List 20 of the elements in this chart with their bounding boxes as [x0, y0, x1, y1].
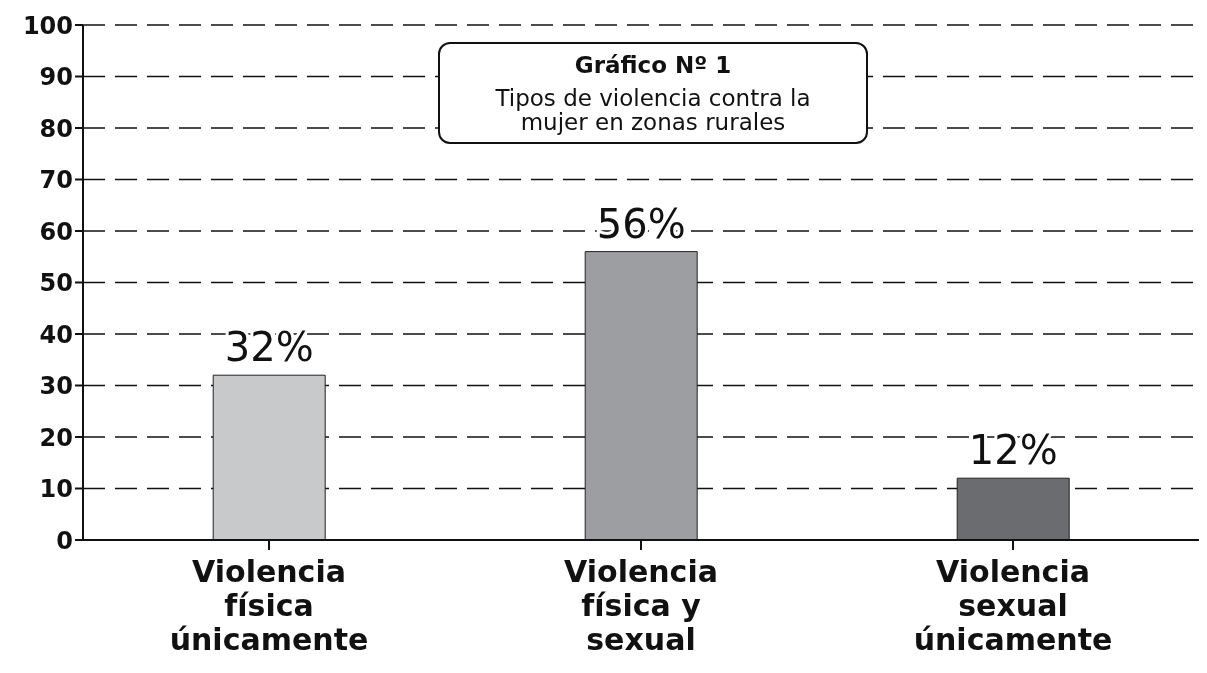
- title-box: Gráfico Nº 1 Tipos de violencia contra la mujer en zonas rurales: [438, 42, 868, 144]
- y-tick-label: 20: [39, 423, 73, 452]
- x-tick-label: Violencia física y sexual: [564, 554, 718, 657]
- y-tick-label: 90: [39, 63, 73, 92]
- y-tick-label: 10: [39, 475, 73, 504]
- y-tick-label: 100: [22, 11, 73, 40]
- x-tick-label: Violencia sexual únicamente: [913, 554, 1113, 657]
- y-tick-label: 70: [39, 166, 73, 195]
- y-tick-label: 50: [39, 269, 73, 298]
- x-tick-label: Violencia física únicamente: [169, 554, 369, 657]
- y-tick-label: 40: [39, 320, 73, 349]
- y-tick-label: 30: [39, 372, 73, 401]
- y-tick-label: 80: [39, 114, 73, 143]
- data-label: 12%: [968, 427, 1058, 474]
- bar: [584, 251, 698, 540]
- y-tick-label: 0: [56, 526, 73, 555]
- bar: [956, 477, 1070, 540]
- bar: [212, 374, 326, 540]
- y-tick-label: 60: [39, 217, 73, 246]
- data-label: 32%: [224, 324, 314, 371]
